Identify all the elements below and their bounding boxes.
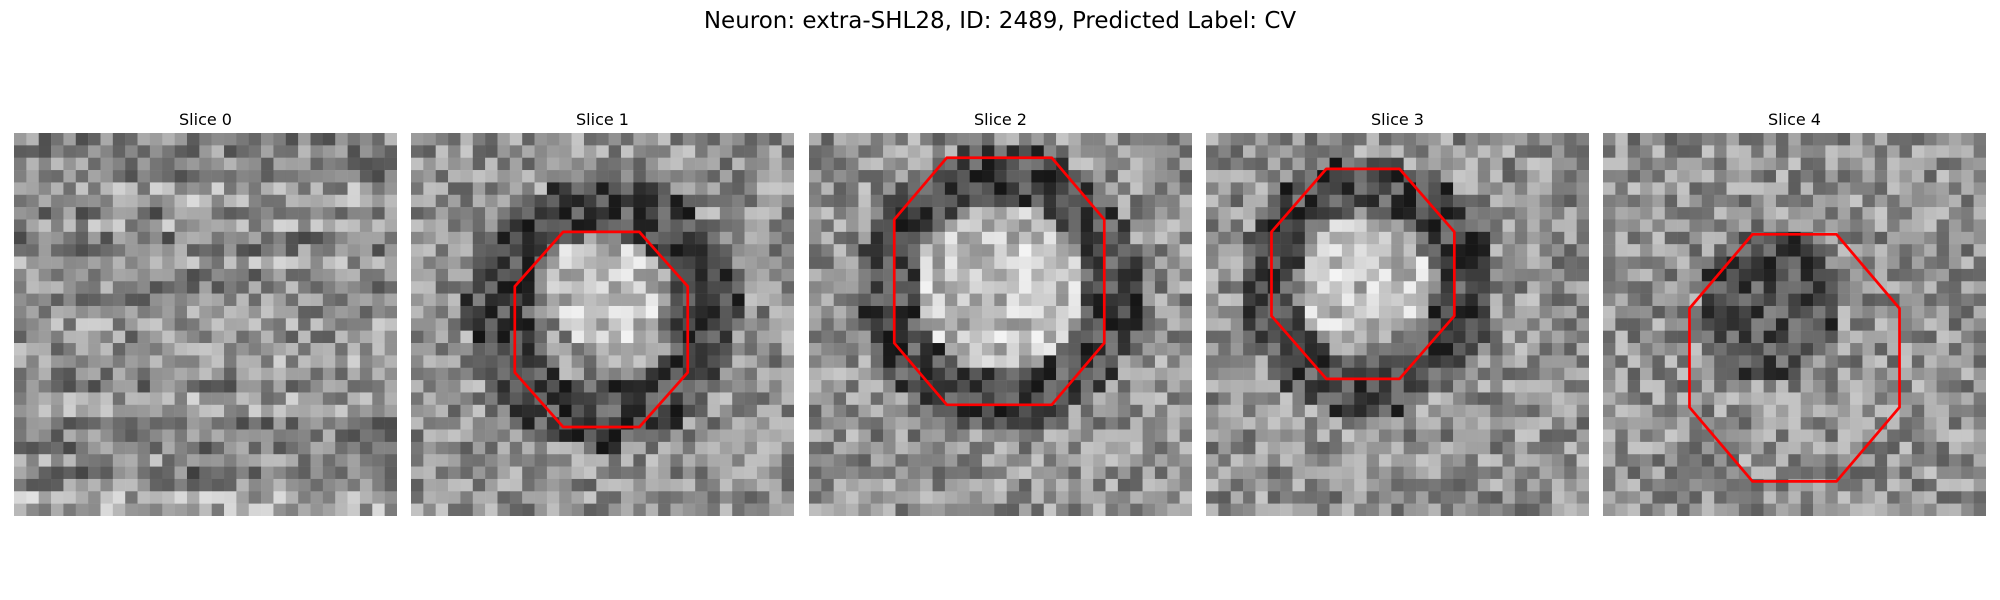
figure-title: Neuron: extra-SHL28, ID: 2489, Predicted… bbox=[703, 8, 1297, 34]
slice-4-image bbox=[1603, 133, 1986, 516]
slice-3-pixels bbox=[1206, 133, 1589, 516]
slice-4-roi-outline bbox=[1688, 232, 1901, 483]
slice-3-title: Slice 3 bbox=[1371, 110, 1424, 129]
slice-1-roi-outline bbox=[513, 230, 690, 429]
slice-2-image bbox=[809, 133, 1192, 516]
slice-2-roi-outline bbox=[892, 156, 1106, 407]
slice-0-image bbox=[14, 133, 397, 516]
slice-4-pixels bbox=[1603, 133, 1986, 516]
slice-2-title: Slice 2 bbox=[974, 110, 1027, 129]
slice-1-image bbox=[411, 133, 794, 516]
slice-4-title: Slice 4 bbox=[1768, 110, 1821, 129]
slice-3-image bbox=[1206, 133, 1589, 516]
slice-0-title: Slice 0 bbox=[179, 110, 232, 129]
slice-2-pixels bbox=[809, 133, 1192, 516]
slice-1-title: Slice 1 bbox=[576, 110, 629, 129]
slice-0-pixels bbox=[14, 133, 397, 516]
slice-3-roi-outline bbox=[1270, 167, 1456, 381]
slice-1-pixels bbox=[411, 133, 794, 516]
